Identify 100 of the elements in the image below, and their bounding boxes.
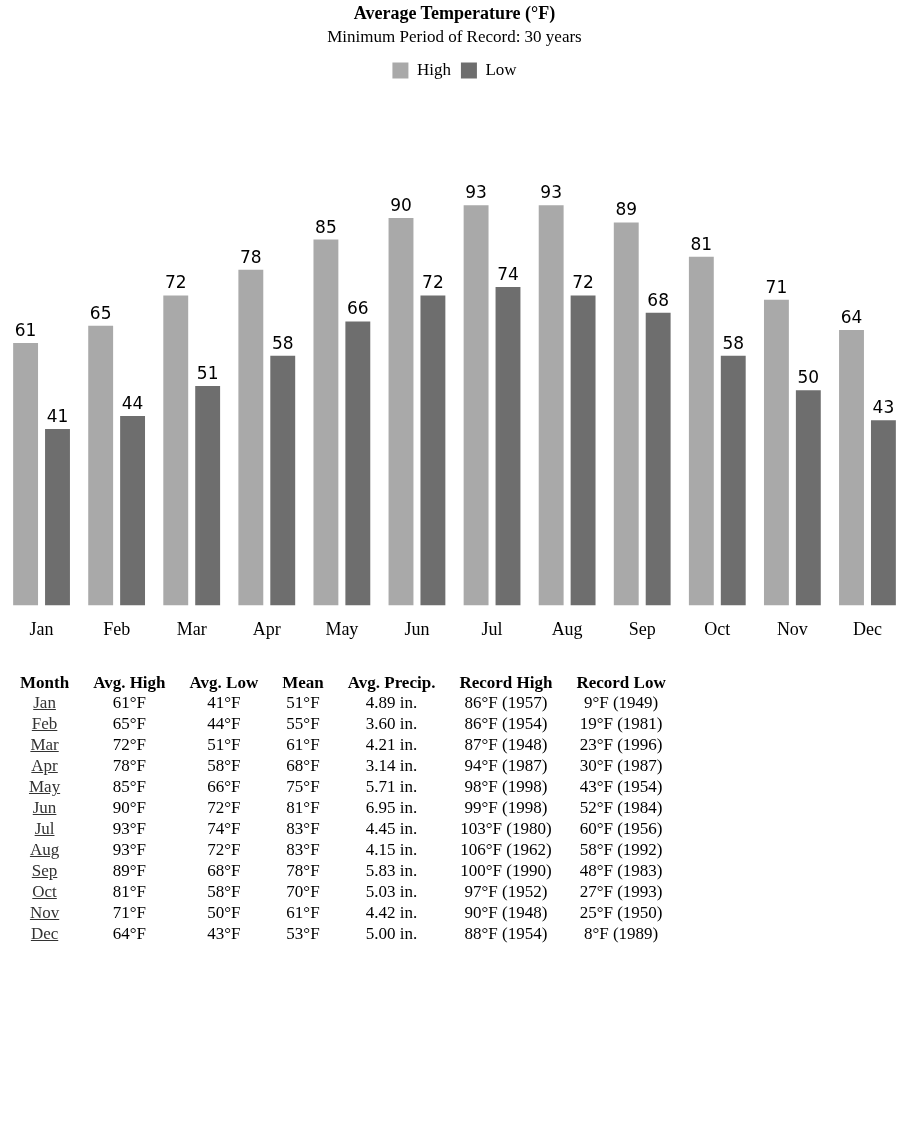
text: 60°F (1956) (579, 819, 663, 838)
bar (463, 205, 489, 606)
text: 103°F (1980) (460, 819, 552, 838)
chart-subtitle: Minimum Period of Record: 30 years (327, 27, 582, 47)
text: 61°F (286, 903, 320, 922)
bar (720, 355, 746, 606)
data-label: 72 (422, 272, 444, 293)
text: 41°F (207, 693, 241, 712)
text: 72°F (207, 840, 241, 859)
bar (538, 205, 564, 606)
text: 61°F (286, 735, 320, 754)
data-label: 93 (540, 182, 562, 203)
text: 93°F (112, 819, 146, 838)
text: 99°F (1998) (464, 798, 548, 817)
text: 4.89 in. (365, 693, 418, 712)
category-label: Jul (34, 819, 55, 838)
category-label: Jun (32, 798, 57, 817)
data-label: 72 (164, 272, 187, 293)
data-label: 58 (722, 332, 745, 353)
x-tick-label: May (325, 618, 359, 639)
bar (120, 416, 146, 606)
data-label: 50 (797, 367, 820, 388)
text: 5.83 in. (365, 861, 418, 880)
text: 61°F (112, 693, 146, 712)
text: 66°F (207, 777, 241, 796)
text: 25°F (1950) (579, 903, 663, 922)
text: 71°F (112, 903, 146, 922)
category-label: Oct (32, 882, 57, 901)
bar (870, 420, 896, 606)
data-label: 66 (347, 298, 369, 319)
category-label: May (28, 777, 61, 796)
text: 51°F (286, 693, 320, 712)
text: 70°F (286, 882, 320, 901)
text: 44°F (207, 714, 241, 733)
text: 85°F (112, 777, 146, 796)
bar (270, 355, 296, 606)
bar (645, 312, 671, 606)
category-label: Jan (33, 693, 56, 712)
bar (238, 269, 264, 606)
x-tick-label: Jul (481, 618, 503, 639)
data-label: 68 (647, 289, 669, 310)
category-label: Month (19, 673, 71, 692)
bar (13, 342, 39, 606)
text: 6.95 in. (365, 798, 418, 817)
bar (345, 321, 371, 606)
data-label: 58 (271, 332, 294, 353)
x-tick-label: Jun (404, 618, 430, 639)
data-label: 41 (46, 405, 69, 426)
category-label: Record Low (575, 673, 667, 692)
text: 86°F (1957) (464, 693, 548, 712)
text: 48°F (1983) (579, 861, 663, 880)
text: 4.15 in. (365, 840, 418, 859)
bar (45, 428, 70, 606)
category-label: Aug (29, 840, 60, 859)
text: 3.60 in. (365, 714, 418, 733)
text: 50°F (207, 903, 241, 922)
text: 98°F (1998) (464, 777, 548, 796)
text: 68°F (207, 861, 241, 880)
category-label: Mean (281, 673, 325, 692)
text: 72°F (207, 798, 241, 817)
category-label: Avg. High (92, 673, 167, 692)
x-tick-label: Dec (852, 618, 882, 639)
category-label: Apr (31, 756, 58, 775)
bar (388, 218, 414, 606)
category-label: Nov (29, 903, 60, 922)
text: 78°F (286, 861, 320, 880)
text: 72°F (112, 735, 146, 754)
bar (313, 239, 339, 606)
text: 19°F (1981) (579, 714, 663, 733)
text: 5.71 in. (365, 777, 418, 796)
x-tick-label: Nov (776, 618, 808, 639)
data-label: 89 (615, 199, 638, 220)
text: 58°F (207, 756, 241, 775)
text: 75°F (286, 777, 320, 796)
category-label: Sep (31, 861, 58, 880)
text: 106°F (1962) (460, 840, 552, 859)
category-label: Avg. Low (188, 673, 260, 692)
text: 65°F (112, 714, 146, 733)
bar (795, 390, 821, 606)
text: 4.42 in. (365, 903, 418, 922)
text: 55°F (286, 714, 320, 733)
bar (570, 295, 596, 606)
text: 4.45 in. (365, 819, 418, 838)
category-label: Feb (31, 714, 58, 733)
category-label: Dec (30, 924, 59, 943)
legend-label: High (416, 59, 452, 79)
text: 90°F (112, 798, 146, 817)
bar (495, 286, 521, 606)
x-tick-label: Apr (252, 618, 281, 639)
data-label: 44 (121, 392, 144, 413)
text: 27°F (1993) (579, 882, 663, 901)
data-label: 74 (497, 263, 519, 284)
text: 88°F (1954) (464, 924, 548, 943)
text: 87°F (1948) (464, 735, 548, 754)
text: 53°F (286, 924, 320, 943)
x-tick-label: Mar (176, 618, 207, 639)
text: 86°F (1954) (464, 714, 548, 733)
x-tick-label: Sep (628, 618, 656, 639)
text: 89°F (112, 861, 146, 880)
text: 58°F (207, 882, 241, 901)
